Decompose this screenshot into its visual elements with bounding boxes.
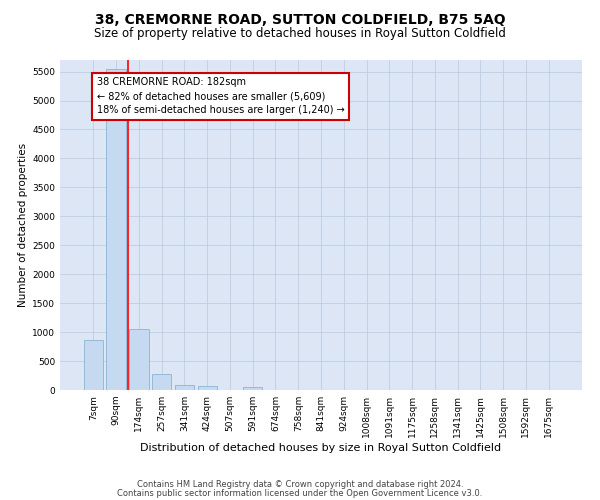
- Y-axis label: Number of detached properties: Number of detached properties: [18, 143, 28, 307]
- Text: 38 CREMORNE ROAD: 182sqm
← 82% of detached houses are smaller (5,609)
18% of sem: 38 CREMORNE ROAD: 182sqm ← 82% of detach…: [97, 78, 344, 116]
- Bar: [129, 329, 149, 390]
- Text: Contains HM Land Registry data © Crown copyright and database right 2024.: Contains HM Land Registry data © Crown c…: [137, 480, 463, 489]
- Bar: [175, 386, 194, 390]
- Bar: [197, 386, 217, 390]
- X-axis label: Distribution of detached houses by size in Royal Sutton Coldfield: Distribution of detached houses by size …: [140, 442, 502, 452]
- Bar: [106, 70, 126, 390]
- Bar: [152, 374, 172, 390]
- Text: Contains public sector information licensed under the Open Government Licence v3: Contains public sector information licen…: [118, 488, 482, 498]
- Bar: [243, 387, 262, 390]
- Bar: [84, 340, 103, 390]
- Text: Size of property relative to detached houses in Royal Sutton Coldfield: Size of property relative to detached ho…: [94, 28, 506, 40]
- Text: 38, CREMORNE ROAD, SUTTON COLDFIELD, B75 5AQ: 38, CREMORNE ROAD, SUTTON COLDFIELD, B75…: [95, 12, 505, 26]
